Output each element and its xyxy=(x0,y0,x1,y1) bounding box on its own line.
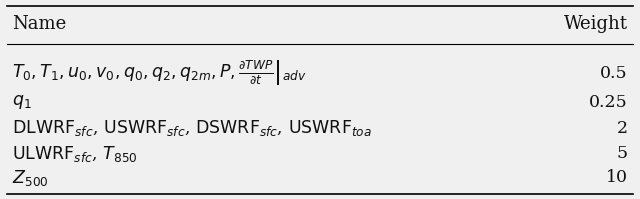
Text: 5: 5 xyxy=(617,145,628,162)
Text: 0.5: 0.5 xyxy=(600,65,628,82)
Text: 2: 2 xyxy=(617,120,628,137)
Text: 10: 10 xyxy=(606,169,628,186)
Text: $\mathrm{ULWRF}_{sfc}$, $T_{850}$: $\mathrm{ULWRF}_{sfc}$, $T_{850}$ xyxy=(12,144,138,164)
Text: $Z_{500}$: $Z_{500}$ xyxy=(12,168,49,187)
Text: 0.25: 0.25 xyxy=(589,94,628,111)
Text: $\mathrm{DLWRF}_{sfc}$, $\mathrm{USWRF}_{sfc}$, $\mathrm{DSWRF}_{sfc}$, $\mathrm: $\mathrm{DLWRF}_{sfc}$, $\mathrm{USWRF}_… xyxy=(12,118,372,138)
Text: Name: Name xyxy=(12,15,67,33)
Text: $T_0, T_1, u_0, v_0, q_0, q_2, q_{2m}, P, \left.\frac{\partial TWP}{\partial t}\: $T_0, T_1, u_0, v_0, q_0, q_2, q_{2m}, P… xyxy=(12,59,307,88)
Text: Weight: Weight xyxy=(564,15,628,33)
Text: $q_1$: $q_1$ xyxy=(12,94,32,111)
